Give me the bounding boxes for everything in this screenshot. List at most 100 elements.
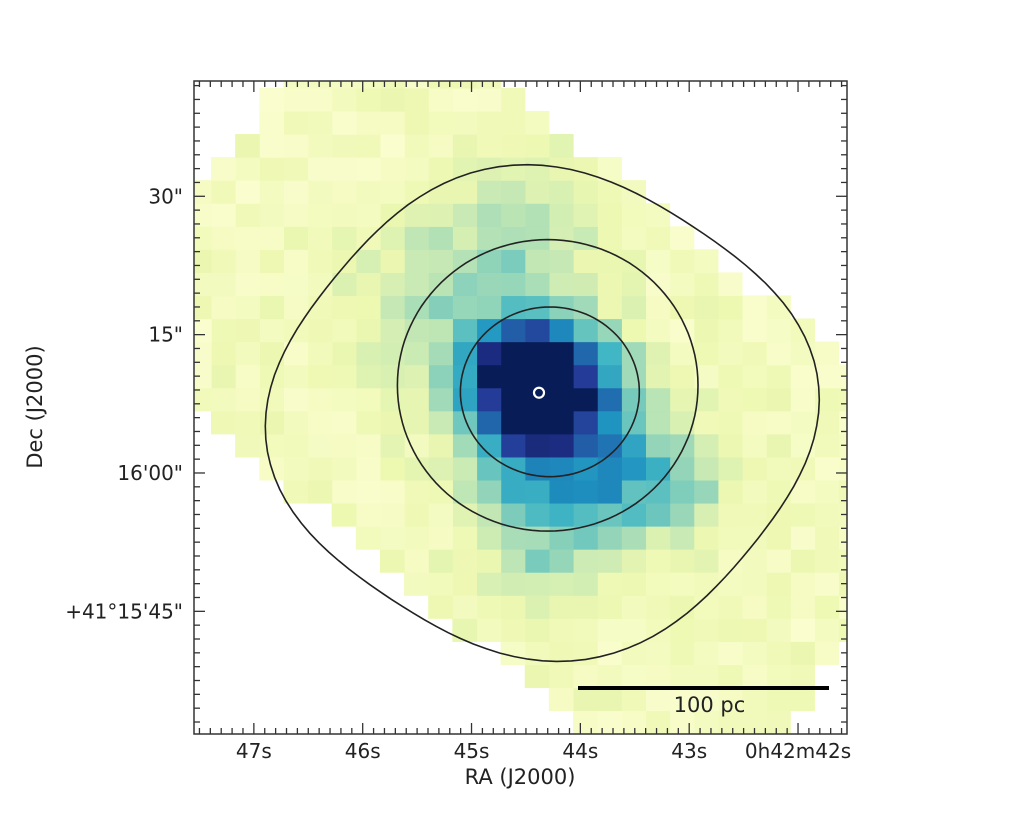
heatmap-pixel (741, 618, 767, 642)
heatmap-pixel (452, 549, 478, 573)
heatmap-pixel (194, 249, 212, 273)
heatmap-pixel (452, 479, 478, 504)
heatmap-pixel (355, 526, 381, 550)
heatmap-pixel (524, 203, 550, 227)
heatmap-pixel (887, 572, 912, 596)
heatmap-pixel (307, 110, 333, 135)
heatmap-pixel (235, 249, 260, 273)
heatmap-pixel (259, 364, 285, 389)
heatmap-pixel (693, 595, 719, 619)
heatmap-pixel (428, 180, 453, 204)
heatmap-pixel (476, 456, 502, 481)
heatmap-pixel (669, 433, 695, 458)
heatmap-pixel (404, 180, 429, 204)
heatmap-pixel (573, 249, 598, 273)
x-tick-label: 44s (562, 739, 598, 763)
heatmap-pixel (379, 272, 405, 297)
heatmap-pixel (500, 641, 526, 665)
heatmap-pixel (404, 295, 429, 320)
heatmap-pixel (139, 272, 164, 296)
heatmap-pixel (428, 387, 453, 412)
intensity-heatmap (114, 0, 960, 804)
heatmap-pixel (428, 318, 453, 343)
heatmap-pixel (694, 780, 719, 804)
heatmap-pixel (814, 595, 840, 619)
heatmap-pixel (307, 203, 333, 227)
heatmap-pixel (621, 364, 647, 389)
heatmap-pixel (741, 502, 767, 527)
heatmap-pixel (428, 110, 453, 135)
heatmap-pixel (476, 526, 502, 550)
heatmap-pixel (524, 387, 550, 412)
heatmap-pixel (790, 664, 815, 689)
heatmap-pixel (259, 341, 285, 366)
heatmap-pixel (645, 572, 671, 596)
heatmap-pixel (331, 318, 357, 343)
heatmap-pixel (838, 456, 847, 481)
heatmap-pixel (669, 318, 695, 343)
heatmap-pixel (863, 595, 888, 619)
heatmap-pixel (621, 456, 647, 481)
x-tick-labels: 47s 46s 45s 44s 43s 0h42m42s (236, 739, 851, 763)
heatmap-pixel (621, 618, 647, 642)
heatmap-pixel (717, 410, 743, 435)
heatmap-pixel (114, 295, 139, 319)
heatmap-pixel (452, 456, 478, 481)
heatmap-pixel (356, 0, 381, 19)
heatmap-pixel (524, 526, 550, 550)
heatmap-pixel (379, 526, 405, 550)
heatmap-pixel (194, 180, 212, 204)
heatmap-pixel (259, 134, 285, 158)
heatmap-pixel (741, 572, 767, 596)
heatmap-pixel (838, 526, 847, 550)
heatmap-pixel (235, 180, 260, 204)
heatmap-pixel (645, 479, 671, 504)
heatmap-pixel (863, 457, 888, 481)
heatmap-pixel (887, 434, 912, 458)
heatmap-pixel (935, 503, 960, 527)
heatmap-pixel (597, 203, 622, 227)
heatmap-pixel (669, 664, 695, 689)
heatmap-pixel (355, 364, 381, 389)
heatmap-pixel (790, 687, 815, 712)
heatmap-pixel (548, 272, 574, 297)
heatmap-pixel (548, 687, 574, 712)
heatmap-pixel (476, 249, 502, 273)
heatmap-pixel (428, 526, 453, 550)
heatmap-pixel (331, 81, 357, 89)
heatmap-pixel (693, 410, 719, 435)
heatmap-pixel (693, 341, 719, 366)
heatmap-pixel (211, 249, 236, 273)
heatmap-pixel (669, 526, 695, 550)
heatmap-pixel (283, 87, 309, 112)
heatmap-pixel (548, 595, 574, 619)
heatmap-pixel (597, 641, 622, 665)
heatmap-pixel (500, 572, 526, 596)
y-tick-label: 16'00" (117, 461, 183, 485)
heatmap-pixel (741, 341, 767, 366)
heatmap-pixel (283, 157, 309, 181)
heatmap-pixel (645, 757, 670, 781)
plot-area (114, 0, 960, 804)
heatmap-pixel (194, 272, 212, 297)
heatmap-pixel (476, 295, 502, 320)
heatmap-pixel (573, 364, 598, 389)
heatmap-pixel (863, 480, 888, 504)
heatmap-pixel (790, 502, 815, 527)
heatmap-pixel (331, 249, 357, 273)
heatmap-pixel (621, 595, 647, 619)
heatmap-pixel (452, 157, 478, 181)
heatmap-pixel (717, 549, 743, 573)
heatmap-pixel (500, 180, 526, 204)
heatmap-pixel (307, 387, 333, 412)
heatmap-pixel (524, 572, 550, 596)
heatmap-pixel (404, 134, 429, 158)
heatmap-pixel (645, 641, 671, 665)
heatmap-pixel (404, 387, 429, 412)
heatmap-pixel (524, 595, 550, 619)
heatmap-pixel (331, 110, 357, 135)
heatmap-pixel (428, 87, 453, 112)
heatmap-pixel (645, 387, 671, 412)
heatmap-pixel (235, 410, 260, 435)
contour-lines (264, 163, 821, 663)
